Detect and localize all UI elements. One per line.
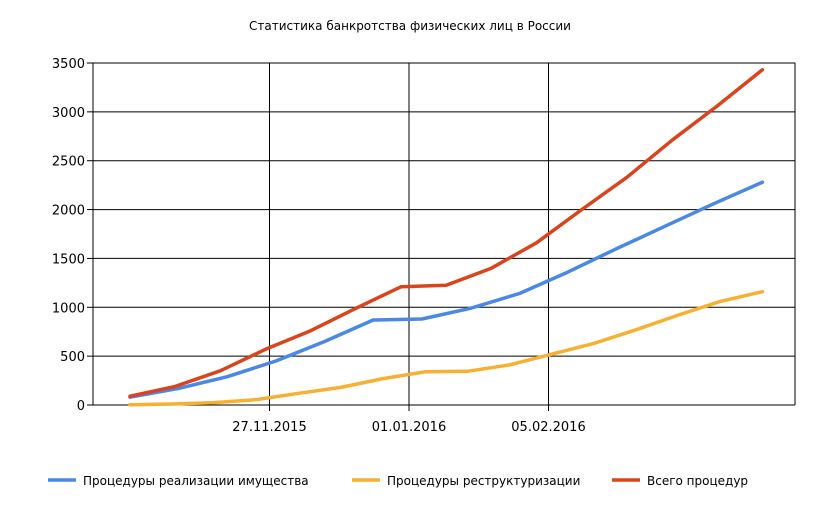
y-tick-label: 500 bbox=[60, 350, 85, 365]
legend-label-1: Процедуры реализации имущества bbox=[83, 474, 309, 488]
y-axis: 0 500 1000 1500 2000 2500 3000 3500 bbox=[52, 57, 93, 414]
series-line-3 bbox=[128, 68, 765, 398]
x-tick-label: 01.01.2016 bbox=[372, 420, 446, 435]
y-tick-label: 1000 bbox=[52, 301, 85, 316]
chart-title: Статистика банкротства физических лиц в … bbox=[249, 19, 571, 33]
y-tick-label: 3500 bbox=[52, 57, 85, 72]
y-tick-label: 3000 bbox=[52, 106, 85, 121]
legend-label-2: Процедуры реструктуризации bbox=[387, 474, 580, 488]
legend-label-3: Всего процедур bbox=[647, 474, 748, 488]
y-tick-label: 1500 bbox=[52, 252, 85, 267]
y-tick-label: 2000 bbox=[52, 204, 85, 219]
series-line-2 bbox=[128, 289, 765, 407]
legend: Процедуры реализации имущества Процедуры … bbox=[48, 474, 748, 488]
grid bbox=[92, 62, 796, 406]
y-tick-label: 0 bbox=[77, 399, 85, 414]
x-tick-label: 27.11.2015 bbox=[232, 420, 306, 435]
x-axis: 27.11.2015 01.01.2016 05.02.2016 bbox=[232, 405, 586, 435]
y-tick-label: 2500 bbox=[52, 155, 85, 170]
x-tick-label: 05.02.2016 bbox=[511, 420, 585, 435]
series-line-1 bbox=[128, 180, 765, 399]
series-lines bbox=[128, 68, 765, 407]
